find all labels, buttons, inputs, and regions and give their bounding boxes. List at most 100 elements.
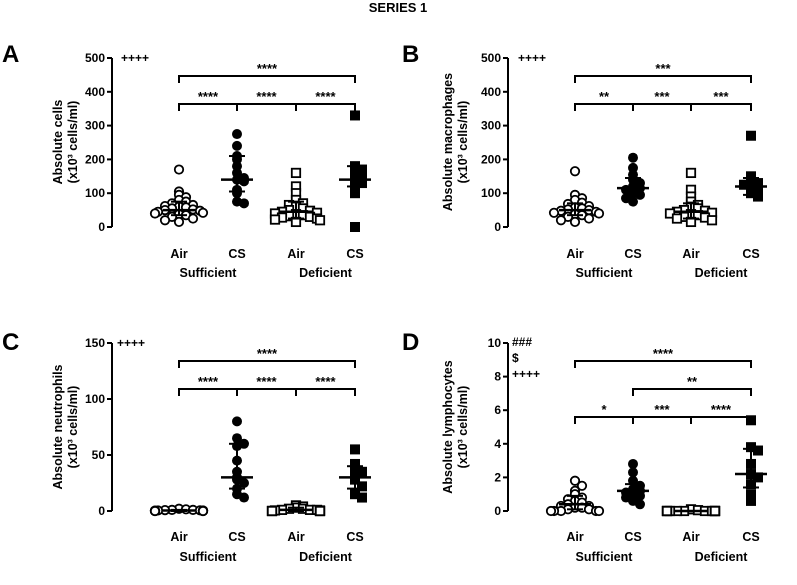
data-point [661, 505, 673, 517]
y-tick-label: 200 [85, 152, 105, 166]
data-point [239, 176, 249, 187]
data-point [197, 207, 209, 218]
y-tick-label: 150 [85, 336, 105, 350]
data-point [593, 505, 605, 517]
data-point [239, 198, 249, 209]
y-axis-label-line2: (x10³ cells/ml) [456, 101, 470, 184]
significance-bracket [295, 103, 356, 111]
group-4-points [350, 444, 367, 503]
panel-d: D Absolute lymphocytes(x10³ cells/ml) 0 2 4 6… [402, 329, 767, 564]
significance-label: * [601, 402, 607, 417]
data-point [350, 110, 360, 121]
significance-bracket [574, 416, 634, 424]
y-axis-label: Absolute neutrophils(x10³ cells/ml) [51, 364, 80, 489]
y-tick-label: 0 [494, 220, 501, 234]
significance-bracket [178, 388, 238, 396]
significance-annotation: ++++ [518, 51, 546, 65]
x-tick-label: CS [346, 247, 363, 261]
data-point [569, 166, 581, 177]
data-point [357, 481, 367, 492]
data-point [746, 415, 756, 426]
data-point [357, 178, 367, 189]
data-point [149, 208, 161, 219]
x-tick-label: CS [624, 247, 641, 261]
data-point [350, 183, 360, 194]
group-label-sufficient: Sufficient [180, 550, 238, 564]
x-tick-label: Air [170, 530, 188, 544]
group-2-points [232, 129, 249, 209]
panel-letter: B [402, 41, 419, 68]
data-point [239, 478, 249, 488]
data-point [350, 444, 360, 455]
significance-label: **** [257, 61, 278, 76]
data-point [350, 188, 360, 199]
data-point [569, 475, 581, 486]
y-tick-label: 0 [98, 504, 105, 518]
panel-letter: D [402, 329, 419, 356]
data-point [357, 466, 367, 477]
group-1-points [149, 164, 209, 228]
significance-bracket [632, 103, 692, 111]
group-2-points [232, 416, 249, 503]
data-point [197, 505, 209, 517]
y-axis-label-line1: Absolute neutrophils [51, 364, 65, 489]
y-tick-label: 500 [481, 51, 501, 65]
significance-label: ** [687, 374, 698, 389]
data-point [739, 179, 749, 190]
significance-label: *** [713, 89, 729, 104]
y-tick-label: 4 [494, 437, 501, 451]
data-point [187, 213, 199, 224]
significance-bracket [632, 416, 692, 424]
x-tick-label: Air [682, 247, 700, 261]
data-point [269, 214, 281, 225]
significance-label: **** [257, 346, 278, 361]
data-point [290, 167, 302, 179]
y-axis-label-line2: (x10³ cells/ml) [66, 386, 80, 469]
panel-c: C Absolute neutrophils(x10³ cells/ml) 0 50 1… [2, 329, 371, 564]
significance-label: **** [711, 402, 732, 417]
data-point [266, 505, 278, 517]
significance-annotation: ++++ [121, 51, 149, 65]
data-point [709, 505, 721, 517]
significance-label: **** [256, 374, 277, 389]
x-tick-label: Air [566, 530, 584, 544]
data-point [583, 213, 595, 224]
y-axis-label: Absolute cells(x10³ cells/ml) [51, 100, 80, 185]
significance-bracket [178, 360, 356, 368]
significance-label: **** [256, 89, 277, 104]
panel-letter: A [2, 41, 19, 68]
significance-annotation: ++++ [512, 367, 540, 381]
significance-bracket [236, 388, 297, 396]
data-point [357, 171, 367, 182]
significance-bracket [574, 360, 752, 368]
y-tick-label: 2 [494, 470, 501, 484]
data-point [635, 499, 645, 510]
y-tick-label: 100 [85, 186, 105, 200]
data-point [753, 445, 763, 456]
x-tick-label: CS [346, 530, 363, 544]
significance-label: **** [653, 346, 674, 361]
y-tick-label: 50 [92, 448, 106, 462]
significance-bracket [236, 103, 297, 111]
data-point [232, 140, 242, 151]
data-point [357, 492, 367, 503]
significance-bracket [632, 388, 752, 396]
significance-annotation: ### [512, 335, 532, 349]
data-point [159, 215, 171, 226]
group-1-points [149, 503, 209, 517]
data-point [753, 178, 763, 189]
data-point [628, 467, 638, 478]
y-tick-label: 300 [85, 119, 105, 133]
group-label-sufficient: Sufficient [576, 550, 634, 564]
x-tick-label: CS [228, 530, 245, 544]
x-tick-label: CS [742, 530, 759, 544]
data-point [232, 416, 242, 427]
x-tick-label: CS [228, 247, 245, 261]
y-tick-label: 100 [85, 392, 105, 406]
significance-bracket [690, 103, 752, 111]
data-point [628, 458, 638, 469]
significance-label: **** [198, 374, 219, 389]
y-tick-label: 0 [98, 220, 105, 234]
group-1-points [548, 166, 605, 228]
significance-annotation: $ [512, 351, 519, 365]
